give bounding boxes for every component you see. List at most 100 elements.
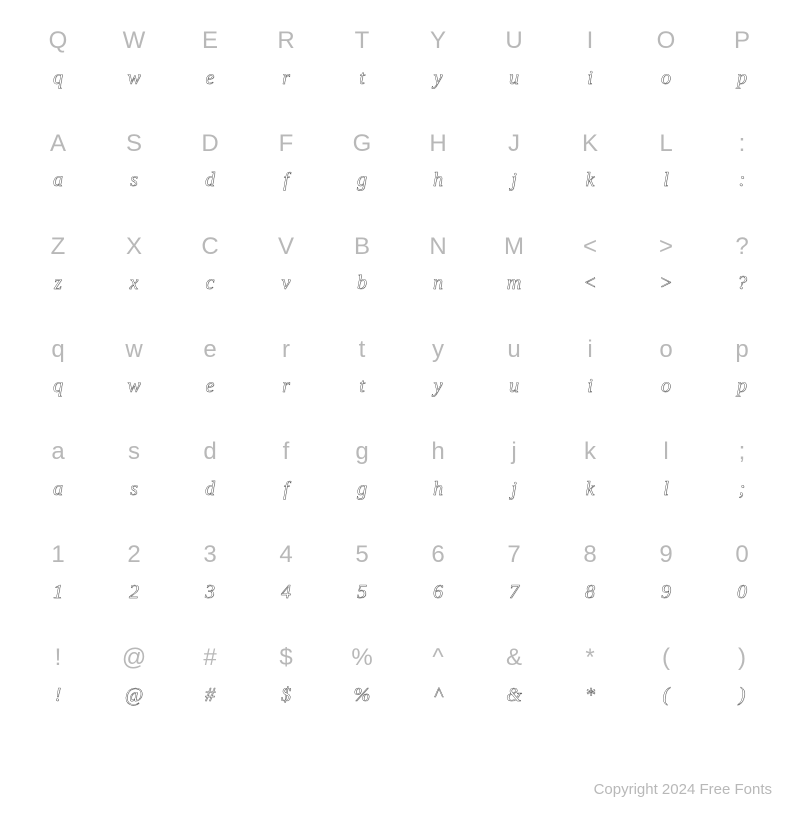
char-label: K bbox=[582, 129, 598, 159]
char-cell: 11 bbox=[20, 534, 96, 637]
char-cell: 99 bbox=[628, 534, 704, 637]
char-cell: Ss bbox=[96, 123, 172, 226]
char-glyph: h bbox=[433, 473, 443, 505]
char-glyph: g bbox=[357, 473, 367, 505]
char-label: L bbox=[659, 129, 672, 159]
char-glyph: t bbox=[359, 62, 365, 94]
char-glyph: o bbox=[661, 62, 671, 94]
char-glyph: f bbox=[283, 165, 289, 197]
char-label: 5 bbox=[355, 540, 368, 570]
char-cell: ff bbox=[248, 431, 324, 534]
char-glyph: z bbox=[54, 268, 62, 300]
char-label: j bbox=[511, 437, 516, 467]
char-glyph: ( bbox=[663, 679, 670, 711]
char-label: 0 bbox=[735, 540, 748, 570]
char-glyph: u bbox=[509, 62, 519, 94]
char-label: ^ bbox=[432, 643, 443, 673]
char-glyph: l bbox=[663, 473, 669, 505]
char-label: 1 bbox=[51, 540, 64, 570]
char-glyph: r bbox=[282, 371, 290, 403]
char-cell: qq bbox=[20, 329, 96, 432]
char-label: g bbox=[355, 437, 368, 467]
char-label: W bbox=[123, 26, 146, 56]
char-glyph: v bbox=[282, 268, 291, 300]
char-label: H bbox=[429, 129, 446, 159]
char-glyph: ^ bbox=[434, 679, 442, 711]
char-label: Y bbox=[430, 26, 446, 56]
char-glyph: e bbox=[206, 62, 215, 94]
char-glyph: j bbox=[511, 165, 517, 197]
char-label: 2 bbox=[127, 540, 140, 570]
char-glyph: l bbox=[663, 165, 669, 197]
char-label: 9 bbox=[659, 540, 672, 570]
char-cell: ** bbox=[552, 637, 628, 740]
char-cell: oo bbox=[628, 329, 704, 432]
char-cell: Ee bbox=[172, 20, 248, 123]
char-glyph: i bbox=[587, 371, 593, 403]
char-cell: Tt bbox=[324, 20, 400, 123]
char-label: ; bbox=[739, 437, 746, 467]
char-cell: Mm bbox=[476, 226, 552, 329]
char-glyph: d bbox=[205, 473, 215, 505]
char-glyph: o bbox=[661, 371, 671, 403]
char-label: y bbox=[432, 335, 444, 365]
char-label: I bbox=[587, 26, 594, 56]
char-glyph: p bbox=[737, 371, 747, 403]
char-label: < bbox=[583, 232, 597, 262]
char-glyph: * bbox=[585, 679, 595, 711]
char-cell: kk bbox=[552, 431, 628, 534]
char-glyph: y bbox=[434, 371, 443, 403]
char-label: w bbox=[125, 335, 142, 365]
char-glyph: d bbox=[205, 165, 215, 197]
char-cell: 33 bbox=[172, 534, 248, 637]
char-label: @ bbox=[122, 643, 146, 673]
char-glyph: < bbox=[583, 268, 597, 300]
char-label: Z bbox=[51, 232, 66, 262]
char-label: # bbox=[203, 643, 216, 673]
char-cell: 00 bbox=[704, 534, 780, 637]
char-cell: ss bbox=[96, 431, 172, 534]
char-glyph: q bbox=[53, 371, 63, 403]
char-cell: ## bbox=[172, 637, 248, 740]
char-cell: !! bbox=[20, 637, 96, 740]
char-cell: Bb bbox=[324, 226, 400, 329]
char-cell: ee bbox=[172, 329, 248, 432]
char-cell: Oo bbox=[628, 20, 704, 123]
char-glyph: m bbox=[507, 268, 521, 300]
char-glyph: ) bbox=[739, 679, 746, 711]
char-glyph: 3 bbox=[205, 576, 215, 608]
char-glyph: g bbox=[357, 165, 367, 197]
char-cell: tt bbox=[324, 329, 400, 432]
char-cell: Pp bbox=[704, 20, 780, 123]
char-cell: ;; bbox=[704, 431, 780, 534]
char-label: Q bbox=[49, 26, 68, 56]
char-glyph: % bbox=[354, 679, 371, 711]
char-glyph: x bbox=[130, 268, 139, 300]
char-cell: 44 bbox=[248, 534, 324, 637]
char-glyph: t bbox=[359, 371, 365, 403]
char-glyph: 8 bbox=[585, 576, 595, 608]
char-glyph: ! bbox=[55, 679, 62, 711]
char-cell: 66 bbox=[400, 534, 476, 637]
char-glyph: n bbox=[433, 268, 443, 300]
copyright-text: Copyright 2024 Free Fonts bbox=[594, 781, 772, 798]
char-glyph: # bbox=[205, 679, 215, 711]
char-glyph: > bbox=[659, 268, 673, 300]
char-glyph: y bbox=[434, 62, 443, 94]
char-cell: %% bbox=[324, 637, 400, 740]
char-glyph: 5 bbox=[357, 576, 367, 608]
char-glyph: c bbox=[206, 268, 215, 300]
char-label: o bbox=[659, 335, 672, 365]
char-glyph: 2 bbox=[129, 576, 139, 608]
char-label: > bbox=[659, 232, 673, 262]
char-label: e bbox=[203, 335, 216, 365]
char-label: 4 bbox=[279, 540, 292, 570]
char-label: f bbox=[283, 437, 290, 467]
char-cell: Ll bbox=[628, 123, 704, 226]
char-cell: Nn bbox=[400, 226, 476, 329]
char-cell: ll bbox=[628, 431, 704, 534]
char-label: U bbox=[505, 26, 522, 56]
char-cell: )) bbox=[704, 637, 780, 740]
char-label: F bbox=[279, 129, 294, 159]
char-glyph: p bbox=[737, 62, 747, 94]
